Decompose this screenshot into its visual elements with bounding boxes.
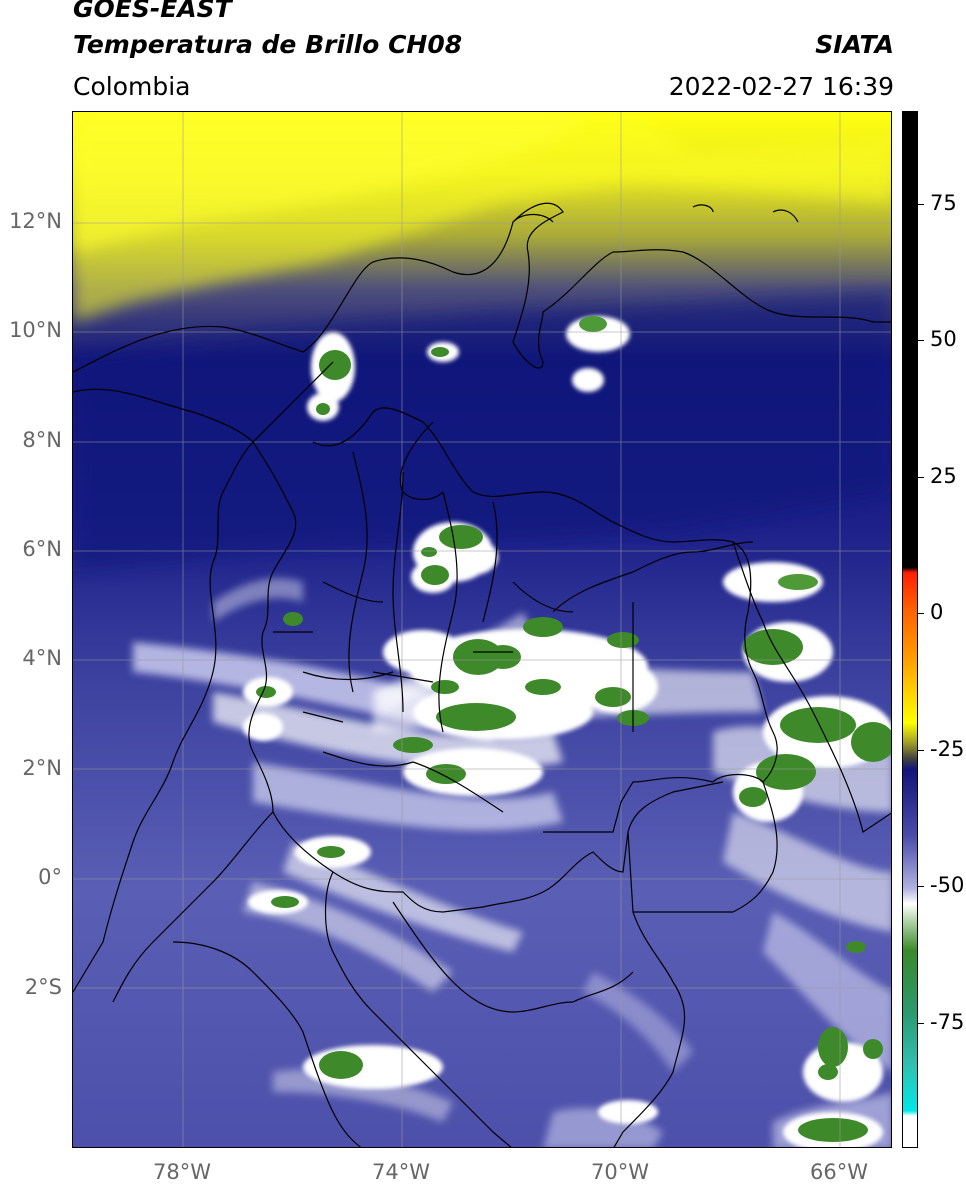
satellite-map	[72, 111, 892, 1148]
cbar-tick	[918, 1023, 924, 1024]
cbar-tick	[918, 750, 924, 751]
timestamp-label: 2022-02-27 16:39	[668, 72, 894, 101]
lat-label: 4°N	[22, 646, 62, 670]
cbar-tick	[918, 886, 924, 887]
lat-label: 2°N	[22, 756, 62, 780]
map-svg	[73, 112, 891, 1147]
cbar-label: 50	[930, 327, 957, 351]
colorbar-svg	[903, 112, 917, 1147]
cbar-label: -50	[930, 873, 965, 897]
cbar-label: 0	[930, 600, 944, 624]
dry-belt	[73, 292, 891, 572]
cbar-label: 25	[930, 464, 957, 488]
borders	[73, 202, 891, 1147]
cbar-label: -25	[930, 737, 965, 761]
chart-title-line1: GOES-EAST	[73, 0, 232, 23]
cbar-tick	[918, 340, 924, 341]
dry-air-core	[73, 112, 593, 252]
cbar-tick	[918, 613, 924, 614]
graticule	[73, 112, 891, 1147]
cbar-tick	[918, 204, 924, 205]
lat-label: 10°N	[9, 318, 62, 342]
lat-label: 0°	[38, 865, 62, 889]
lon-label: 78°W	[153, 1160, 211, 1184]
region-label: Colombia	[73, 72, 191, 101]
lat-label: 6°N	[22, 537, 62, 561]
cbar-label: 75	[930, 191, 957, 215]
cbar-label: -75	[930, 1010, 965, 1034]
lon-label: 66°W	[810, 1160, 868, 1184]
chart-title-line2: Temperatura de Brillo CH08	[73, 30, 463, 59]
brand-label: SIATA	[815, 30, 894, 59]
lat-label: 8°N	[22, 428, 62, 452]
lat-label: 12°N	[9, 209, 62, 233]
lon-label: 70°W	[591, 1160, 649, 1184]
lat-label: 2°S	[24, 975, 62, 999]
cbar-tick	[918, 477, 924, 478]
colorbar	[902, 111, 918, 1148]
lon-label: 74°W	[372, 1160, 430, 1184]
